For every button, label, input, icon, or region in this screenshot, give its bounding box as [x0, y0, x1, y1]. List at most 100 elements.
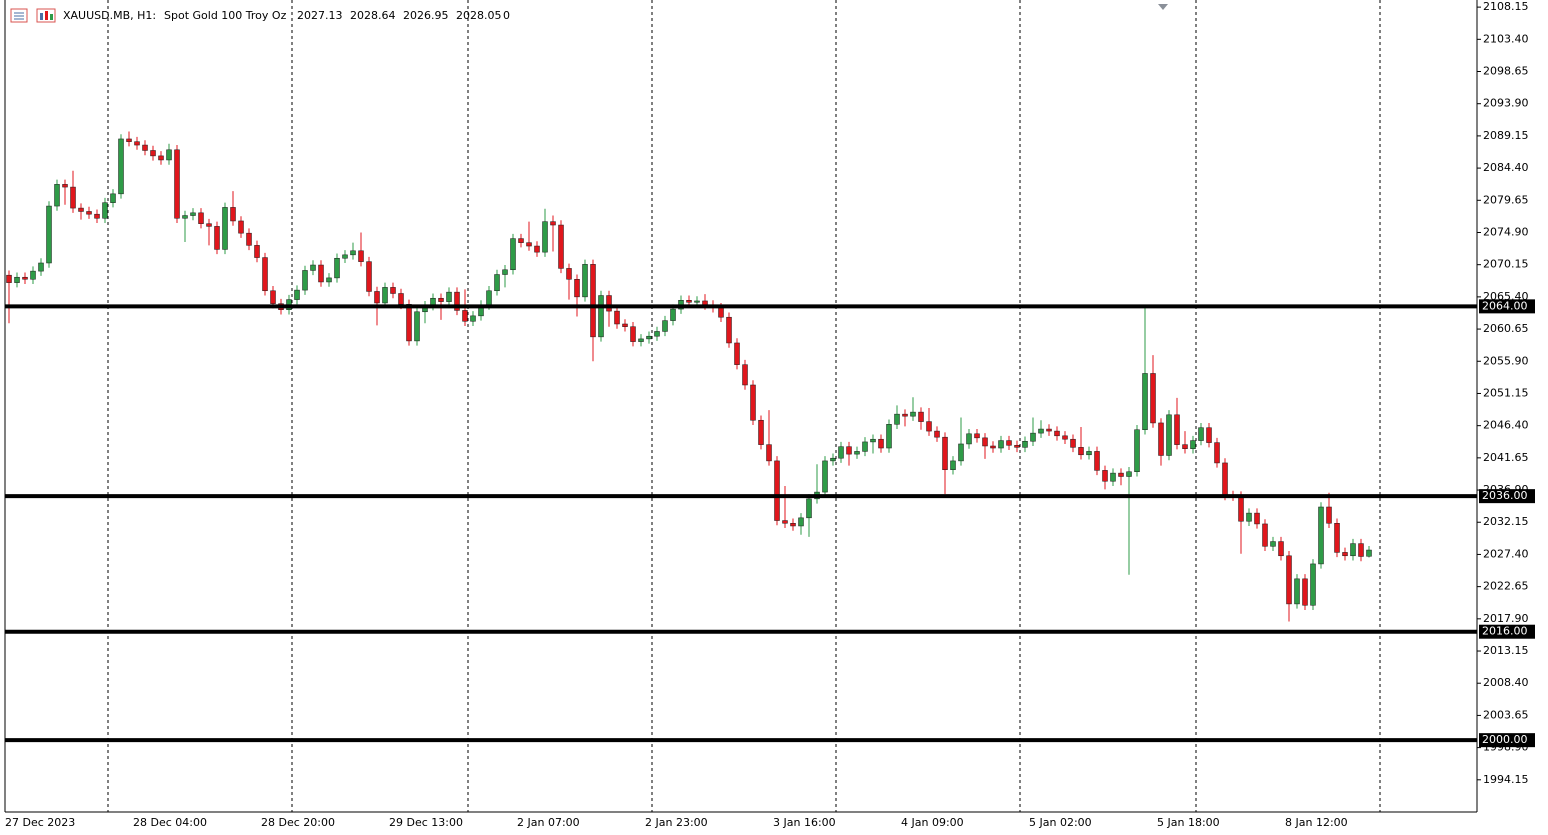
candle-body — [118, 138, 124, 195]
y-tick-label: 1994.15 — [1483, 773, 1529, 786]
candle-body — [542, 221, 548, 253]
y-tick-label: 2084.40 — [1483, 161, 1529, 174]
candle-body — [14, 276, 20, 283]
candle-body — [630, 326, 636, 342]
header-high: 2028.64 — [350, 9, 396, 22]
candle-body — [438, 297, 444, 302]
candle-body — [486, 290, 492, 306]
candle-body — [246, 232, 252, 246]
candle-body — [1350, 543, 1356, 557]
candle-body — [1294, 578, 1300, 605]
candle-body — [1286, 555, 1292, 605]
candle-body — [846, 446, 852, 455]
y-tick-label: 2089.15 — [1483, 129, 1529, 142]
candle-body — [1302, 578, 1308, 606]
candle-body — [1102, 470, 1108, 482]
candle-body — [894, 413, 900, 425]
x-tick-label: 8 Jan 12:00 — [1285, 816, 1348, 829]
candle-body — [382, 287, 388, 304]
candle-body — [838, 446, 844, 459]
candle-body — [390, 287, 396, 294]
candle-body — [614, 310, 620, 325]
x-tick-label: 4 Jan 09:00 — [901, 816, 964, 829]
x-tick-label: 5 Jan 18:00 — [1157, 816, 1220, 829]
candle-body — [102, 202, 108, 219]
candle-body — [1182, 444, 1188, 449]
candle-body — [558, 224, 564, 269]
candle-body — [1318, 506, 1324, 565]
candle-body — [590, 264, 596, 338]
candle-body — [134, 141, 140, 146]
candle-body — [374, 291, 380, 304]
candle-body — [1150, 373, 1156, 424]
candle-body — [886, 424, 892, 449]
candle-body — [782, 520, 788, 524]
candle-body — [878, 438, 884, 449]
candle-body — [1222, 462, 1228, 496]
candle-body — [70, 186, 76, 209]
candle-body — [1070, 438, 1076, 448]
candle-body — [998, 440, 1004, 449]
candle-body — [670, 308, 676, 321]
candle-body — [622, 323, 628, 327]
candle-body — [1342, 552, 1348, 557]
candle-body — [342, 254, 348, 259]
candle-body — [902, 413, 908, 417]
candle-body — [926, 421, 932, 432]
level-label: 2064.00 — [1482, 299, 1528, 312]
y-tick-label: 2022.65 — [1483, 580, 1529, 593]
candle-body — [526, 242, 532, 247]
y-tick-label: 2093.90 — [1483, 97, 1529, 110]
candle-body — [254, 245, 260, 258]
y-tick-label: 2103.40 — [1483, 32, 1529, 45]
candle-body — [574, 279, 580, 298]
candle-body — [518, 238, 524, 243]
header-icons — [10, 8, 56, 23]
y-tick-label: 2074.90 — [1483, 225, 1529, 238]
candle-body — [366, 261, 372, 292]
candle-body — [454, 291, 460, 311]
x-tick-label: 29 Dec 13:00 — [389, 816, 463, 829]
candle-body — [654, 331, 660, 337]
candle-body — [1326, 506, 1332, 524]
candle-body — [502, 269, 508, 275]
y-tick-label: 2108.15 — [1483, 0, 1529, 13]
candle-body — [398, 293, 404, 305]
x-tick-label: 5 Jan 02:00 — [1029, 816, 1092, 829]
y-tick-label: 2008.40 — [1483, 676, 1529, 689]
candle-body — [6, 274, 12, 283]
candle-body — [1086, 451, 1092, 456]
level-label: 2036.00 — [1482, 489, 1528, 502]
y-tick-label: 2098.65 — [1483, 65, 1529, 78]
candle-body — [54, 184, 60, 207]
candle-body — [510, 238, 516, 271]
candle-body — [270, 290, 276, 304]
candle-body — [350, 250, 356, 256]
candle-body — [238, 220, 244, 234]
candle-body — [1174, 414, 1180, 445]
candle-body — [726, 316, 732, 344]
icon-bar — [45, 11, 48, 20]
candle-body — [1022, 440, 1028, 448]
candle-body — [694, 300, 700, 303]
y-tick-label: 2046.40 — [1483, 419, 1529, 432]
candle-body — [598, 295, 604, 338]
candle-body — [174, 149, 180, 219]
candle-body — [1214, 442, 1220, 464]
candle-body — [766, 444, 772, 462]
candle-body — [190, 212, 196, 216]
candle-body — [1006, 440, 1012, 446]
candle-body — [1158, 422, 1164, 456]
level-label-box — [1479, 489, 1535, 504]
candle-body — [1126, 471, 1132, 477]
candle-body — [934, 430, 940, 438]
level-label: 2016.00 — [1482, 625, 1528, 638]
candle-body — [910, 411, 916, 417]
candle-body — [534, 245, 540, 253]
candle-body — [566, 268, 572, 280]
candle-body — [606, 295, 612, 312]
candle-body — [854, 451, 860, 455]
candle-body — [358, 250, 364, 262]
candle-body — [326, 277, 332, 283]
